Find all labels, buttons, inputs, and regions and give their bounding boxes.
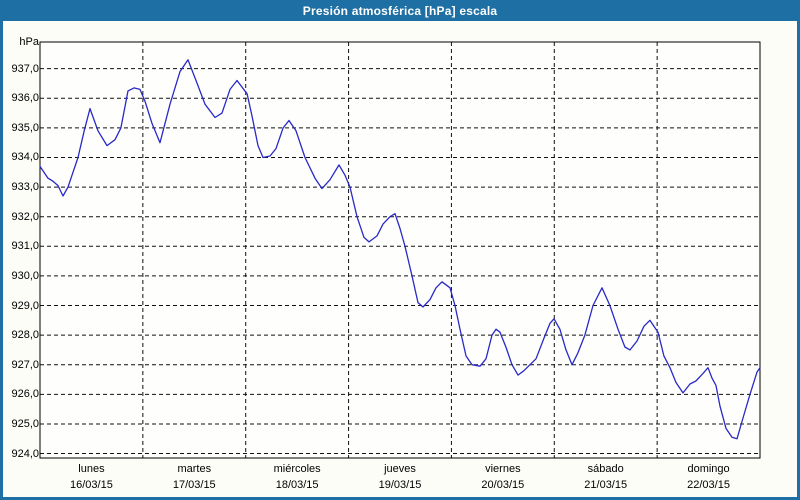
pressure-line [39,59,761,440]
x-date-label-4: 20/03/15 [481,479,525,491]
y-tick-label-932: 932,0 [11,210,39,223]
y-axis-unit-label: hPa [19,36,39,48]
y-tick-label-930: 930,0 [11,269,39,282]
chart-title: Presión atmosférica [hPa] escala [302,3,498,18]
y-tick-label-931: 931,0 [11,240,39,253]
x-day-label-martes: martes [177,463,212,475]
pressure-plot [39,41,761,459]
y-tick-label-927: 927,0 [11,358,39,371]
x-day-label-domingo: domingo [687,463,730,475]
y-tick-label-933: 933,0 [11,181,39,194]
window-frame-left [0,21,3,500]
x-date-label-0: 16/03/15 [70,479,113,491]
x-date-label-1: 17/03/15 [172,479,216,491]
x-date-label-3: 19/03/15 [378,479,422,491]
y-tick-label-936: 936,0 [11,92,39,105]
y-tick-label-926: 926,0 [11,388,39,401]
plot-border [39,41,761,459]
x-day-label-sábado: sábado [587,463,624,475]
title-bar: Presión atmosférica [hPa] escala [0,0,800,21]
window-frame-right [797,21,800,500]
y-tick-label-937: 937,0 [11,62,39,75]
y-tick-label-928: 928,0 [11,329,39,342]
x-day-label-miércoles: miércoles [273,463,321,475]
y-tick-label-925: 925,0 [11,417,39,430]
x-date-label-5: 21/03/15 [584,479,628,491]
plot-background [40,42,760,458]
window-frame-bottom [0,497,800,500]
x-day-label-lunes: lunes [78,463,105,475]
y-tick-label-935: 935,0 [11,121,39,134]
y-tick-label-924: 924,0 [11,447,39,460]
y-tick-label-934: 934,0 [11,151,39,164]
x-day-label-jueves: jueves [384,463,416,475]
chart-area: hPa 924,0 925,0 926,0 927,0 928,0 929,0 930,0 9… [3,21,797,497]
x-day-label-viernes: viernes [485,463,521,475]
x-date-label-6: 22/03/15 [687,479,730,491]
x-date-label-2: 18/03/15 [275,479,319,491]
y-tick-label-929: 929,0 [11,299,39,312]
